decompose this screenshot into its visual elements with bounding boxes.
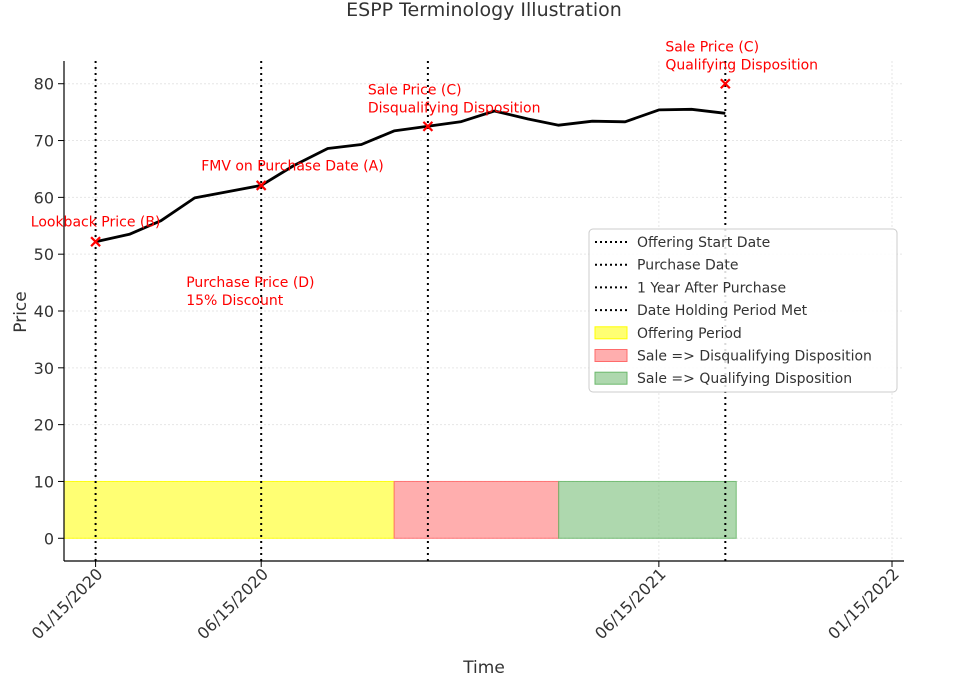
- y-tick-label: 50: [34, 245, 54, 264]
- y-axis-title: Price: [11, 291, 31, 332]
- x-tick-label: 01/15/2020: [28, 564, 107, 643]
- legend-box: [588, 228, 898, 393]
- annotation-line: Sale Price (C): [368, 82, 462, 98]
- legend: Offering Start Date Purchase Date 1 Year A…: [588, 228, 898, 393]
- legend-label: 1 Year After Purchase: [637, 280, 786, 296]
- y-tick-label: 10: [34, 472, 54, 491]
- annotation-line: Lookback Price (B): [31, 215, 161, 231]
- legend-item: Offering Period: [594, 326, 742, 342]
- annotation-line: 15% Discount: [186, 293, 284, 309]
- x-tick-label: 06/15/2021: [591, 564, 670, 643]
- marker-x-2: [422, 121, 434, 132]
- marker-stroke: [90, 236, 101, 247]
- legend-label: Date Holding Period Met: [637, 303, 808, 319]
- legend-patch-swatch: [594, 371, 628, 385]
- y-tick-label: 20: [34, 416, 54, 435]
- legend-item: Sale => Qualifying Disposition: [594, 371, 852, 387]
- y-tick-label: 80: [34, 75, 54, 94]
- y-tick-label: 60: [34, 188, 54, 207]
- legend-item: Purchase Date: [595, 258, 739, 274]
- legend-label: Offering Period: [637, 326, 742, 342]
- y-tick-label: 0: [44, 529, 54, 548]
- marker-stroke: [422, 121, 434, 132]
- annotation-line: Qualifying Disposition: [665, 58, 818, 74]
- y-tick-label: 70: [34, 132, 54, 151]
- marker-x-1: [255, 180, 267, 191]
- legend-label: Purchase Date: [637, 258, 739, 274]
- plot-area: 0 10 20 30 40 50 60 70 80 Lookback Price (B) FMV o…: [28, 40, 904, 643]
- annotation-3: Sale Price (C) Disqualifying Disposition: [368, 82, 541, 116]
- y-tick-label: 30: [34, 359, 54, 378]
- legend-patch-swatch: [594, 349, 628, 362]
- x-axis-title: Time: [462, 658, 505, 675]
- marker-stroke: [720, 78, 731, 90]
- annotation-line: FMV on Purchase Date (A): [201, 158, 383, 174]
- legend-item: Sale => Disqualifying Disposition: [594, 349, 872, 365]
- annotation-2: Purchase Price (D) 15% Discount: [186, 275, 314, 309]
- y-tick-label: 40: [34, 302, 54, 321]
- legend-item: 1 Year After Purchase: [595, 280, 786, 296]
- annotation-line: Purchase Price (D): [186, 275, 314, 291]
- legend-item: Date Holding Period Met: [595, 303, 808, 319]
- legend-patch-swatch: [594, 326, 628, 340]
- span-2: [558, 480, 737, 539]
- x-tick-label: 06/15/2020: [193, 564, 272, 643]
- marker-x-0: [90, 236, 101, 247]
- span-1: [393, 480, 560, 539]
- x-tick-label: 01/15/2022: [824, 564, 903, 643]
- chart-title: ESPP Terminology Illustration: [346, 0, 622, 21]
- annotation-4: Sale Price (C) Qualifying Disposition: [665, 40, 818, 74]
- marker-x-3: [720, 78, 731, 90]
- annotation-1: FMV on Purchase Date (A): [201, 158, 383, 174]
- legend-label: Sale => Qualifying Disposition: [637, 371, 852, 387]
- annotation-line: Sale Price (C): [665, 40, 759, 56]
- marker-stroke: [255, 180, 267, 191]
- series-line-0: [95, 107, 726, 244]
- span-0: [63, 480, 395, 539]
- legend-label: Offering Start Date: [637, 235, 770, 251]
- annotation-0: Lookback Price (B): [31, 215, 161, 231]
- annotation-line: Disqualifying Disposition: [368, 100, 541, 116]
- legend-item: Offering Start Date: [595, 235, 770, 251]
- legend-label: Sale => Disqualifying Disposition: [637, 349, 872, 365]
